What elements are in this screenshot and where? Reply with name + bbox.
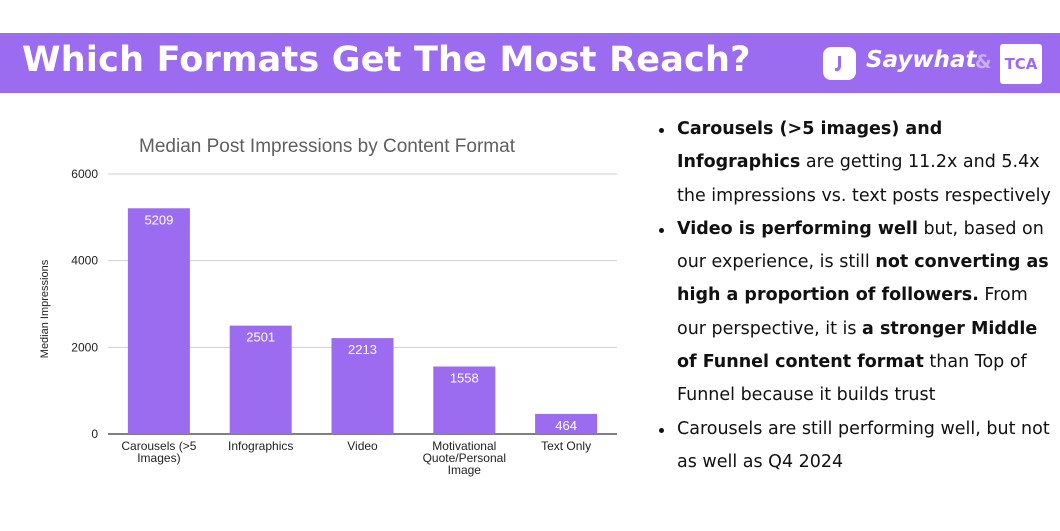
y-tick-label: 6000 bbox=[71, 167, 98, 181]
bullet-emphasis: a stronger Middle of Funnel content form… bbox=[677, 318, 1038, 373]
page-title: Which Formats Get The Most Reach? bbox=[22, 40, 751, 80]
partner-logo: TCA bbox=[1000, 44, 1042, 84]
x-tick-label: Carousels (>5 Images) bbox=[121, 439, 196, 465]
chart-title: Median Post Impressions by Content Forma… bbox=[139, 136, 516, 157]
insight-bullet: Carousels (>5 images) and Infographics a… bbox=[655, 113, 1055, 213]
insights-list: Carousels (>5 images) and Infographics a… bbox=[655, 113, 1055, 479]
bar bbox=[127, 208, 190, 434]
brand-ampersand: & bbox=[975, 51, 992, 73]
data-label: 1558 bbox=[450, 370, 479, 385]
bullet-emphasis: Carousels (>5 images) and Infographics bbox=[677, 119, 943, 173]
data-label: 2501 bbox=[246, 330, 275, 345]
y-axis-title: Median Impressions bbox=[39, 259, 51, 358]
brand-name: Saywhat bbox=[866, 47, 977, 73]
bullet-text: are getting 11.2x and 5.4x the impressio… bbox=[677, 152, 1051, 206]
bullet-text: Carousels are still performing well, but… bbox=[677, 418, 1050, 472]
bullet-text: than Top of Funnel because it builds tru… bbox=[677, 352, 1027, 406]
bar-chart: Median Post Impressions by Content Forma… bbox=[39, 136, 617, 477]
insight-bullet: Carousels are still performing well, but… bbox=[655, 413, 1055, 480]
saywhat-logo-icon bbox=[823, 47, 856, 80]
x-tick-label: Text Only bbox=[541, 439, 591, 453]
x-tick-label: Video bbox=[347, 439, 378, 453]
bar bbox=[535, 413, 598, 434]
bar bbox=[229, 325, 292, 434]
bullet-emphasis: Video is performing well bbox=[677, 218, 918, 239]
data-label: 5209 bbox=[144, 212, 173, 227]
y-tick-label: 0 bbox=[91, 427, 98, 441]
bullet-text: but, based on our experience, is still bbox=[677, 218, 1044, 273]
bar bbox=[433, 366, 496, 434]
y-tick-label: 4000 bbox=[71, 254, 98, 268]
insight-bullet: Video is performing well but, based on o… bbox=[655, 213, 1055, 413]
data-label: 464 bbox=[555, 418, 577, 433]
data-label: 2213 bbox=[348, 342, 377, 357]
y-tick-label: 2000 bbox=[71, 340, 98, 354]
x-tick-label: Infographics bbox=[228, 439, 293, 453]
header-bar: Which Formats Get The Most Reach? Saywha… bbox=[0, 33, 1060, 93]
bullet-emphasis: not converting as high a proportion of f… bbox=[677, 252, 1049, 306]
x-tick-label: Motivational Quote/Personal Image bbox=[423, 439, 506, 477]
bullet-text: From our perspective, it is bbox=[677, 285, 1028, 339]
bar bbox=[331, 338, 394, 434]
